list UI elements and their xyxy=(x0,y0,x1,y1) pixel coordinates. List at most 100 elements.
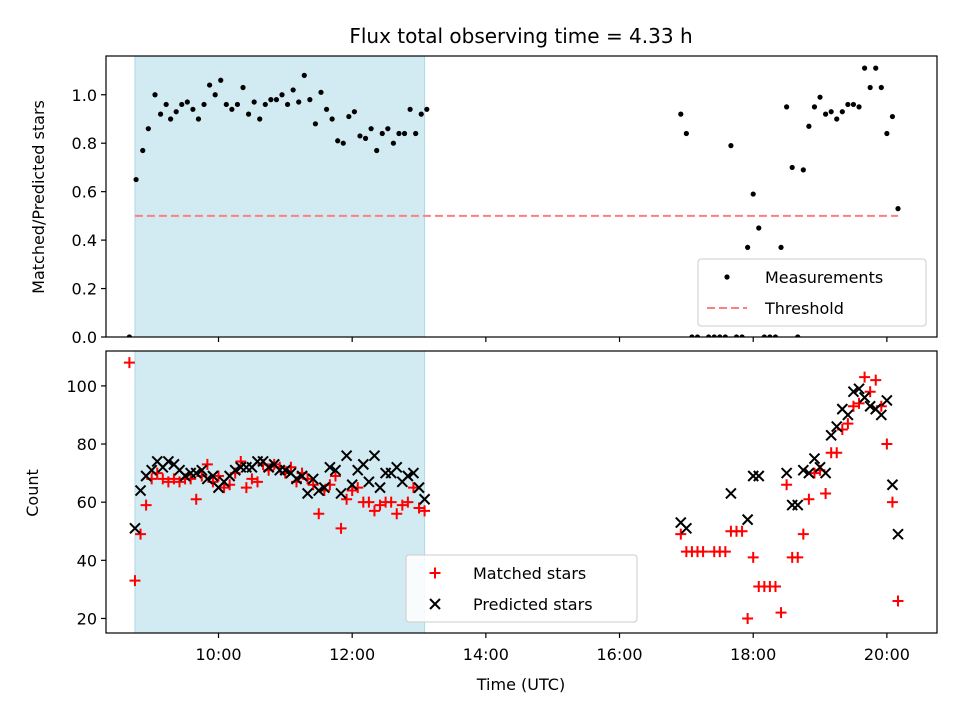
measurement-point xyxy=(761,334,767,337)
top-y-axis-label: Matched/Predicted stars xyxy=(29,100,48,294)
matched-star-point xyxy=(218,482,230,494)
measurement-point xyxy=(390,140,396,146)
measurement-point xyxy=(856,104,862,110)
measurement-point xyxy=(301,72,307,78)
top-y-tick-label: 0.0 xyxy=(72,328,97,347)
bottom-y-tick-label: 100 xyxy=(66,377,97,396)
measurement-point xyxy=(745,244,751,250)
measurement-point xyxy=(140,147,146,154)
matched-star-point xyxy=(747,551,759,563)
matched-star-point xyxy=(329,470,341,482)
measurement-point xyxy=(152,92,158,98)
predicted-star-point xyxy=(346,479,358,491)
measurement-point xyxy=(811,104,818,110)
predicted-star-point xyxy=(853,383,865,395)
top-y-tick-label: 0.8 xyxy=(72,134,97,153)
measurement-point xyxy=(168,116,174,122)
bottom-legend: Matched stars Predicted stars xyxy=(405,554,638,623)
measurement-point xyxy=(273,97,280,103)
predicted-star-point xyxy=(179,470,191,482)
predicted-star-point xyxy=(780,467,793,479)
bottom-x-tick-label: 16:00 xyxy=(596,645,642,664)
predicted-star-point xyxy=(792,499,804,511)
measurement-point xyxy=(739,334,745,337)
matched-star-point xyxy=(859,371,871,383)
predicted-star-point xyxy=(145,464,158,476)
predicted-star-point xyxy=(881,394,893,407)
predicted-star-point xyxy=(301,487,314,500)
matched-star-point xyxy=(719,546,731,558)
bottom-y-axis-label: Count xyxy=(23,469,42,517)
measurement-point xyxy=(711,334,717,337)
matched-star-point xyxy=(675,528,687,540)
measurement-point xyxy=(873,65,879,71)
matched-star-point xyxy=(174,476,186,488)
measurement-point xyxy=(678,111,684,117)
measurement-point xyxy=(717,334,723,337)
predicted-star-point xyxy=(825,429,837,442)
matched-star-point xyxy=(157,473,169,485)
matched-star-point xyxy=(140,499,152,511)
measurement-point xyxy=(234,101,241,108)
predicted-star-point xyxy=(374,481,386,494)
matched-star-point xyxy=(368,505,380,517)
bottom-legend-box xyxy=(405,554,638,623)
predicted-star-point xyxy=(680,522,693,535)
matched-star-point xyxy=(803,493,815,505)
measurement-point xyxy=(240,84,246,91)
predicted-star-point xyxy=(318,481,331,494)
measurement-point xyxy=(245,111,252,117)
measurement-point xyxy=(318,89,324,95)
top-panel: 0.0 0.2 0.4 0.6 0.8 1.0 Measurements Threshold xyxy=(72,55,938,347)
measurement-point xyxy=(201,101,207,108)
matched-star-point xyxy=(842,418,854,430)
predicted-star-point xyxy=(407,467,420,479)
measurement-point xyxy=(806,123,812,129)
matched-star-point xyxy=(407,482,419,494)
predicted-star-point xyxy=(307,473,319,485)
measurement-point xyxy=(218,77,224,83)
predicted-star-point xyxy=(808,452,821,465)
measurement-point xyxy=(184,99,190,105)
legend-matched-marker xyxy=(429,567,441,579)
measurement-point xyxy=(212,92,218,98)
measurement-point xyxy=(867,84,873,91)
measurement-point xyxy=(728,143,734,149)
predicted-star-point xyxy=(368,449,381,462)
predicted-star-point xyxy=(819,467,832,479)
measurement-point xyxy=(706,334,712,337)
measurement-point xyxy=(396,130,402,137)
measurement-point xyxy=(418,111,424,117)
matched-star-point xyxy=(886,496,898,508)
measurement-point xyxy=(733,334,740,337)
matched-star-point xyxy=(775,607,787,619)
measurement-point xyxy=(195,116,202,122)
predicted-star-point xyxy=(207,470,219,482)
measurement-point xyxy=(772,334,779,337)
predicted-star-point xyxy=(391,461,403,473)
predicted-star-point xyxy=(363,476,375,488)
top-legend-box xyxy=(697,258,927,327)
predicted-star-point xyxy=(129,522,141,535)
predicted-star-point xyxy=(324,461,336,473)
predicted-star-point xyxy=(725,487,737,500)
bottom-legend-label: Matched stars xyxy=(473,564,586,583)
legend-measurement-marker xyxy=(724,274,730,280)
predicted-star-point xyxy=(413,481,425,494)
bottom-y-tick-label: 60 xyxy=(77,493,97,512)
top-y-tick-label: 0.4 xyxy=(72,231,97,250)
measurement-point xyxy=(689,334,695,337)
predicted-star-point xyxy=(803,467,815,479)
matched-star-point xyxy=(697,546,709,558)
bottom-legend-label: Predicted stars xyxy=(473,595,593,614)
measurement-point xyxy=(889,113,896,120)
measurement-point xyxy=(789,164,795,171)
chart-title: Flux total observing time = 4.33 h xyxy=(349,24,692,48)
measurement-point xyxy=(346,113,352,120)
measurement-point xyxy=(878,84,884,91)
bottom-y-tick-label: 40 xyxy=(77,551,97,570)
matched-star-point xyxy=(870,374,882,386)
predicted-star-point xyxy=(335,487,347,500)
measurement-point xyxy=(861,65,868,71)
measurement-point xyxy=(173,109,179,115)
